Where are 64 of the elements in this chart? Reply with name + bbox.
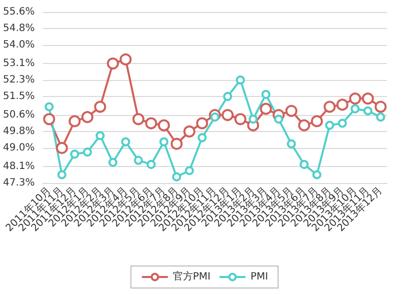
point xyxy=(196,117,208,130)
y-tick-label: 54.8% xyxy=(2,22,35,34)
point xyxy=(300,160,309,169)
point xyxy=(362,92,374,105)
point xyxy=(44,102,54,112)
point xyxy=(134,156,143,165)
y-tick-label: 47.3% xyxy=(2,178,35,188)
point xyxy=(159,137,168,146)
y-tick-label: 49.0% xyxy=(2,142,35,154)
y-tick-label: 49.8% xyxy=(2,126,35,137)
point xyxy=(43,113,56,126)
point xyxy=(374,100,387,113)
point xyxy=(170,138,183,150)
point xyxy=(108,158,118,167)
point xyxy=(234,113,246,126)
point xyxy=(261,90,270,99)
legend-label: 官方PMI xyxy=(172,270,210,282)
point xyxy=(184,166,194,176)
point xyxy=(146,160,156,169)
point xyxy=(285,104,298,117)
point xyxy=(94,100,106,113)
point xyxy=(210,112,220,122)
point xyxy=(376,112,386,122)
point xyxy=(121,137,130,146)
y-tick-label: 51.5% xyxy=(2,90,35,102)
point xyxy=(183,125,196,138)
point xyxy=(198,133,207,142)
y-tick-label: 54.0% xyxy=(2,39,35,50)
y-tick-label: 50.6% xyxy=(2,110,35,121)
point xyxy=(81,111,94,124)
y-tick-label: 48.1% xyxy=(2,161,35,172)
point xyxy=(298,119,310,132)
y-tick-label: 52.3% xyxy=(2,74,35,86)
point xyxy=(312,170,322,180)
point xyxy=(324,100,336,113)
point xyxy=(336,98,348,111)
point xyxy=(325,120,334,130)
point xyxy=(260,102,272,115)
y-tick-label: 55.6% xyxy=(2,6,35,18)
point xyxy=(236,75,245,84)
point xyxy=(158,119,170,132)
point xyxy=(223,92,232,101)
point xyxy=(222,109,234,122)
point xyxy=(286,139,296,148)
point xyxy=(349,92,362,105)
y-tick-label: 53.1% xyxy=(2,58,35,70)
point xyxy=(132,113,144,126)
point xyxy=(363,106,372,116)
point xyxy=(68,115,81,128)
point xyxy=(310,115,323,128)
point xyxy=(56,142,68,154)
point xyxy=(106,58,119,70)
legend-label: PMI xyxy=(250,272,268,282)
point xyxy=(82,148,92,157)
point xyxy=(120,53,132,66)
point xyxy=(338,118,347,128)
point xyxy=(57,170,66,180)
point xyxy=(96,131,105,140)
point xyxy=(172,172,182,182)
point xyxy=(70,150,80,159)
point xyxy=(274,114,284,124)
point xyxy=(145,117,158,130)
point xyxy=(248,114,258,124)
point xyxy=(350,104,360,114)
